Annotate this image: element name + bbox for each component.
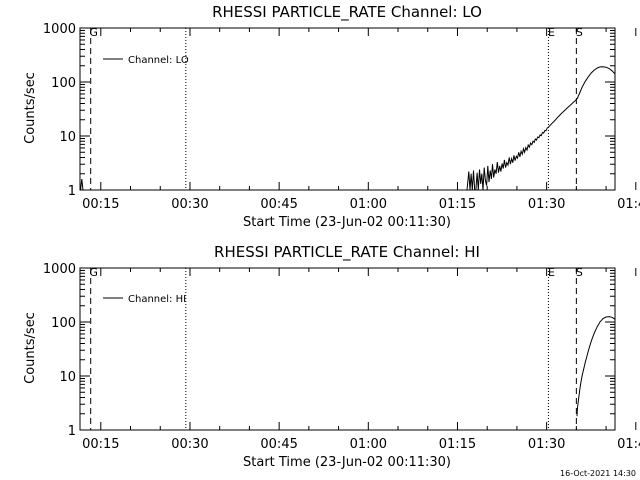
x-tick-label: 01:45 xyxy=(617,437,640,452)
event-marker-label: E xyxy=(548,26,555,39)
x-tick-label: 00:30 xyxy=(171,437,208,452)
y-tick-label: 100 xyxy=(51,316,76,331)
y-axis-label: Counts/sec xyxy=(23,72,38,144)
x-tick-label: 00:45 xyxy=(260,437,297,452)
x-axis-label: Start Time (23-Jun-02 00:11:30) xyxy=(243,455,451,470)
x-tick-label: 01:15 xyxy=(439,437,476,452)
legend-label: Channel: LO xyxy=(128,55,189,66)
x-tick-label: 01:15 xyxy=(439,197,476,212)
y-axis-label: Counts/sec xyxy=(23,312,38,384)
event-marker-label: S xyxy=(576,26,583,39)
legend: Channel: LO xyxy=(103,55,189,66)
y-tick-label: 1000 xyxy=(43,22,76,37)
series-line xyxy=(576,316,616,417)
chart-panel-hi: RHESSI PARTICLE_RATE Channel: HI Counts/… xyxy=(23,243,640,470)
chart-panel-lo: RHESSI PARTICLE_RATE Channel: LO Counts/… xyxy=(23,3,640,230)
event-marker-label: S xyxy=(576,266,583,279)
legend: Channel: HI xyxy=(103,294,186,305)
chart-title: RHESSI PARTICLE_RATE Channel: HI xyxy=(214,243,480,262)
chart-title: RHESSI PARTICLE_RATE Channel: LO xyxy=(212,3,482,22)
event-marker-label: G xyxy=(89,26,98,39)
x-tick-label: 01:00 xyxy=(350,437,387,452)
x-tick-label: 00:15 xyxy=(82,437,119,452)
y-tick-label: 100 xyxy=(51,76,76,91)
x-tick-label: 00:45 xyxy=(260,197,297,212)
x-axis-label: Start Time (23-Jun-02 00:11:30) xyxy=(243,215,451,230)
series-line xyxy=(466,98,578,191)
event-marker-label: E xyxy=(548,266,555,279)
x-tick-label: 01:30 xyxy=(528,437,565,452)
y-tick-label: 10 xyxy=(59,130,76,145)
x-tick-label: 00:15 xyxy=(82,197,119,212)
data-series xyxy=(576,316,616,417)
x-tick-label: 01:00 xyxy=(350,197,387,212)
x-tick-label: 00:30 xyxy=(171,197,208,212)
series-line xyxy=(576,66,616,123)
legend-label: Channel: HI xyxy=(128,294,186,305)
y-tick-label: 1000 xyxy=(43,262,76,277)
footer-timestamp: 16-Oct-2021 14:30 xyxy=(560,469,636,478)
series-line xyxy=(80,178,84,191)
x-tick-label: 01:45 xyxy=(617,197,640,212)
event-marker-label: G xyxy=(89,266,98,279)
data-series xyxy=(80,66,616,191)
y-tick-label: 1 xyxy=(68,424,76,439)
y-tick-label: 10 xyxy=(59,370,76,385)
y-tick-label: 1 xyxy=(68,184,76,199)
x-tick-label: 01:30 xyxy=(528,197,565,212)
